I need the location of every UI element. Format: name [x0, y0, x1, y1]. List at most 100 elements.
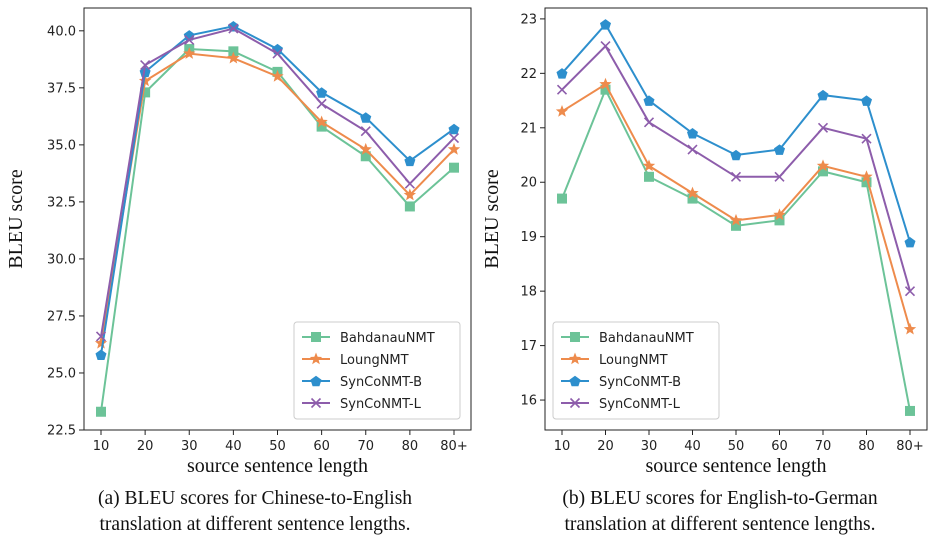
data-point	[816, 159, 830, 172]
data-point	[403, 188, 417, 201]
x-tick-label: 60	[771, 439, 788, 454]
data-point	[316, 121, 327, 132]
series-SynCoNMT-L	[95, 23, 460, 342]
data-point	[228, 46, 239, 57]
series-SynCoNMT-B	[556, 19, 916, 248]
series-line	[100, 52, 455, 344]
legend-marker	[568, 352, 582, 365]
data-point	[731, 220, 741, 231]
x-axis-label: source sentence length	[187, 455, 368, 477]
data-point	[818, 166, 828, 177]
legend: BahdanauNMT LoungNMT SynCoNMT-B SynCoNMT-L	[293, 321, 461, 420]
data-point	[861, 133, 872, 144]
data-point	[139, 66, 151, 78]
x-tick-label: 20	[597, 439, 614, 454]
x-tick-label: 70	[815, 439, 832, 454]
x-tick-label: 40	[225, 439, 242, 454]
data-point	[730, 171, 742, 182]
y-tick-label: 19	[520, 230, 537, 245]
data-point	[643, 117, 655, 128]
x-tick-label: 20	[137, 439, 154, 454]
data-point	[686, 128, 699, 139]
series-line	[561, 82, 911, 330]
data-point	[316, 87, 328, 98]
legend-label: SynCoNMT-B	[599, 375, 681, 390]
data-point	[360, 112, 372, 123]
legend-label: SynCoNMT-L	[599, 397, 681, 412]
data-point	[774, 215, 785, 226]
caption-b: (b) BLEU scores for English-to-German tr…	[500, 486, 928, 538]
series-BahdanauNMT	[557, 84, 915, 416]
data-point	[774, 171, 785, 182]
data-point	[903, 322, 917, 335]
legend-marker	[310, 397, 322, 409]
data-point	[555, 104, 569, 117]
data-point	[687, 144, 698, 155]
legend-label: SynCoNMT-B	[340, 375, 422, 390]
data-point	[905, 405, 915, 416]
caption-a-line-2: translation at different sentence length…	[99, 514, 411, 535]
data-point	[860, 95, 873, 106]
data-point	[184, 34, 195, 46]
caption-b-line-1: (b) BLEU scores for English-to-German	[562, 488, 878, 509]
data-point	[729, 213, 743, 226]
data-point	[140, 87, 151, 98]
data-point	[359, 142, 372, 155]
data-point	[95, 349, 107, 361]
legend-label: BahdanauNMT	[340, 331, 435, 346]
y-tick-label: 27.5	[47, 309, 76, 324]
x-tick-label: 10	[554, 439, 571, 454]
data-point	[686, 186, 699, 199]
series-SynCoNMT-B	[95, 21, 460, 361]
x-tick-label: 10	[93, 439, 110, 454]
y-tick-label: 30.0	[47, 252, 76, 267]
data-point	[773, 144, 786, 155]
legend-marker	[309, 352, 323, 365]
x-tick-label: 50	[269, 439, 286, 454]
data-point	[860, 170, 873, 183]
series-LoungNMT	[94, 47, 461, 349]
y-tick-label: 18	[520, 285, 537, 300]
y-tick-label: 22.5	[47, 424, 76, 439]
data-point	[227, 51, 240, 64]
x-tick-label: 60	[313, 439, 330, 454]
legend-marker	[311, 332, 321, 342]
data-point	[556, 68, 568, 79]
x-tick-label: 40	[684, 439, 701, 454]
y-tick-label: 22	[520, 67, 537, 82]
y-tick-label: 23	[520, 12, 537, 27]
x-tick-label: 30	[641, 439, 658, 454]
x-tick-label: 50	[728, 439, 745, 454]
y-tick-label: 17	[520, 339, 537, 354]
data-point	[94, 336, 108, 349]
data-point	[599, 77, 612, 90]
series-line	[561, 44, 911, 292]
data-point	[557, 193, 567, 204]
data-point	[642, 159, 656, 172]
data-point	[600, 41, 611, 52]
data-point	[272, 48, 283, 59]
data-point	[817, 89, 829, 101]
data-point	[600, 84, 611, 95]
data-point	[183, 47, 196, 59]
data-point	[316, 98, 327, 109]
data-point	[360, 151, 371, 162]
data-point	[904, 286, 916, 297]
data-point	[271, 69, 284, 82]
y-tick-label: 37.5	[47, 81, 76, 96]
data-point	[773, 208, 786, 221]
data-point	[447, 142, 461, 155]
legend-marker	[310, 375, 322, 387]
legend-label: LoungNMT	[340, 353, 409, 368]
series-SynCoNMT-L	[556, 41, 916, 297]
data-point	[861, 177, 872, 188]
y-tick-label: 21	[520, 121, 537, 136]
legend-label: LoungNMT	[599, 353, 668, 368]
legend-marker	[569, 375, 581, 387]
data-point	[404, 201, 415, 212]
data-point	[360, 126, 371, 137]
y-tick-label: 20	[520, 176, 537, 191]
x-tick-label: 70	[357, 439, 374, 454]
data-point	[404, 178, 415, 189]
caption-a-line-1: (a) BLEU scores for Chinese-to-English	[97, 488, 413, 509]
